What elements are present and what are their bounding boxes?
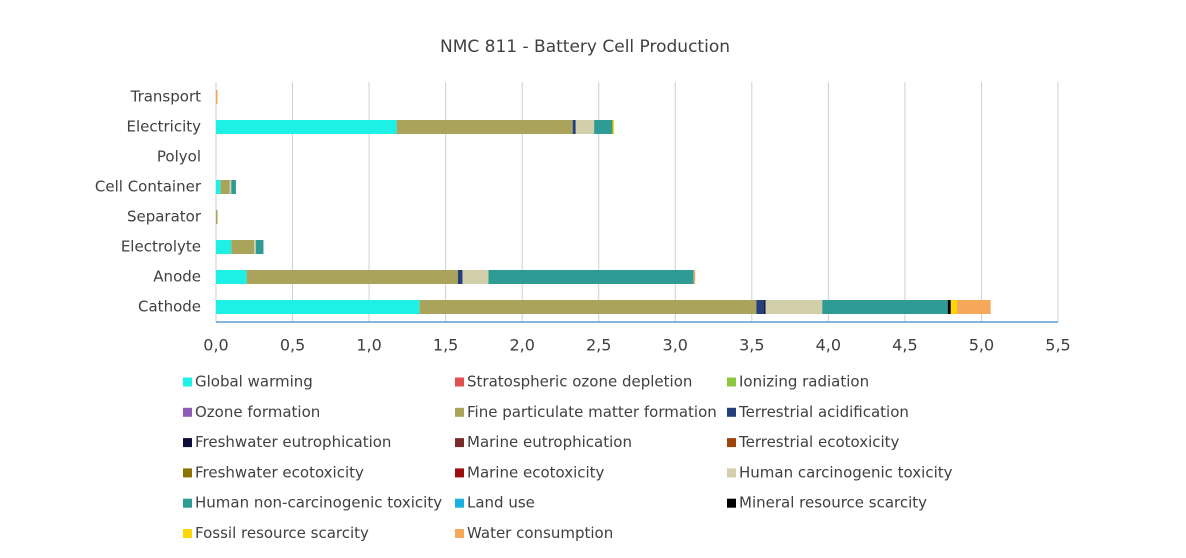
legend-label: Fine particulate matter formation (467, 403, 717, 421)
legend-swatch (455, 468, 464, 478)
y-tick-label: Electricity (126, 118, 201, 136)
x-tick-label: 5,5 (1045, 336, 1070, 355)
bar-segment (756, 300, 765, 314)
bar-segment (956, 300, 991, 314)
bar-segment (254, 240, 256, 254)
legend-swatch (727, 498, 736, 508)
bar-segment (231, 240, 255, 254)
bar-segment (764, 300, 766, 314)
legend-swatch (455, 529, 464, 538)
legend-label: Global warming (195, 373, 313, 391)
legend-label: Terrestrial ecotoxicity (738, 433, 900, 451)
bar-segment (216, 210, 218, 224)
y-tick-label: Anode (153, 268, 201, 286)
x-tick-label: 3,5 (739, 336, 764, 355)
bar-segment (612, 120, 615, 134)
x-tick-label: 5,0 (969, 336, 994, 355)
legend-swatch (183, 407, 192, 417)
x-tick-label: 0,5 (280, 336, 305, 355)
bar-segment (594, 120, 613, 134)
bar-segment (693, 270, 696, 284)
y-tick-label: Cathode (138, 298, 201, 316)
legend-swatch (183, 438, 192, 448)
bar-segment (396, 120, 573, 134)
bar-segment (419, 300, 757, 314)
y-tick-label: Transport (130, 88, 202, 106)
bar-segment (231, 180, 236, 194)
legend-swatch (183, 377, 192, 387)
bar-segment (216, 180, 221, 194)
bar-segment (822, 300, 948, 314)
y-tick-label: Cell Container (95, 178, 202, 196)
bar-segment (220, 180, 230, 194)
legend-label: Water consumption (467, 524, 613, 542)
legend-swatch (727, 407, 736, 417)
legend-label: Marine ecotoxicity (467, 463, 605, 481)
legend-label: Mineral resource scarcity (739, 494, 927, 512)
legend-label: Marine eutrophication (467, 433, 632, 451)
legend-swatch (727, 468, 736, 478)
bar-segment (950, 300, 957, 314)
legend-label: Terrestrial acidification (738, 403, 909, 421)
legend-swatch (727, 438, 736, 448)
legend-swatch (455, 498, 464, 508)
legend-swatch (455, 377, 464, 387)
x-tick-label: 0,0 (203, 336, 228, 355)
bar-segment (246, 270, 458, 284)
x-tick-label: 1,5 (433, 336, 458, 355)
bar-segment (572, 120, 576, 134)
y-tick-label: Electrolyte (121, 238, 201, 256)
x-tick-label: 1,0 (356, 336, 381, 355)
legend-swatch (727, 377, 736, 387)
legend-label: Fossil resource scarcity (195, 524, 369, 542)
y-tick-label: Polyol (157, 148, 201, 166)
bar-segment (216, 270, 247, 284)
bar-segment (947, 300, 951, 314)
legend-swatch (183, 498, 192, 508)
bar-segment (216, 90, 218, 104)
legend-swatch (183, 529, 192, 538)
legend-swatch (455, 407, 464, 417)
x-tick-label: 2,5 (586, 336, 611, 355)
bar-segment (462, 270, 489, 284)
legend-label: Human non-carcinogenic toxicity (195, 494, 442, 512)
x-tick-label: 4,0 (816, 336, 841, 355)
bar-segment (488, 270, 694, 284)
x-tick-label: 2,0 (509, 336, 534, 355)
y-tick-label: Separator (127, 208, 202, 226)
legend-label: Ionizing radiation (739, 373, 869, 391)
bar-segment (216, 300, 420, 314)
bar-segment (229, 180, 232, 194)
x-tick-label: 4,5 (892, 336, 917, 355)
bar-segment (765, 300, 823, 314)
chart-title: NMC 811 - Battery Cell Production (440, 37, 730, 57)
bar-segment (457, 270, 463, 284)
legend-label: Ozone formation (195, 403, 320, 421)
legend-label: Human carcinogenic toxicity (739, 463, 953, 481)
legend-label: Land use (467, 494, 535, 512)
bar-segment (216, 240, 232, 254)
legend-label: Freshwater ecotoxicity (195, 463, 364, 481)
legend-swatch (183, 468, 192, 478)
bar-segment (575, 120, 595, 134)
bar-segment (216, 120, 397, 134)
legend-label: Stratospheric ozone depletion (467, 373, 692, 391)
bar-segment (255, 240, 264, 254)
legend-label: Freshwater eutrophication (195, 433, 391, 451)
x-tick-label: 3,0 (663, 336, 688, 355)
legend-swatch (455, 438, 464, 448)
